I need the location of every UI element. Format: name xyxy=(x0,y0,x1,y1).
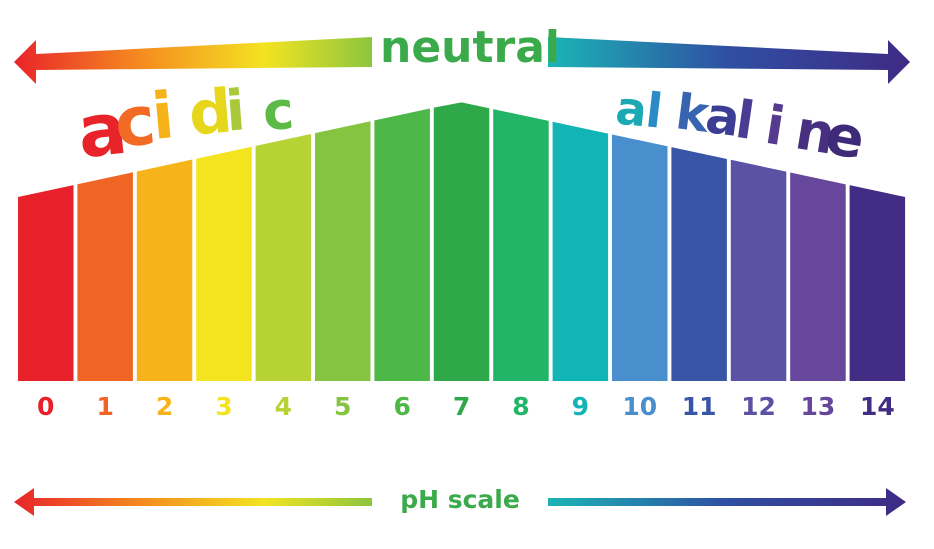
ph-bar-0 xyxy=(18,185,74,381)
ph-number-9: 9 xyxy=(571,392,590,421)
ph-number-7: 7 xyxy=(452,392,471,421)
neutral-label: neutral xyxy=(380,22,560,73)
ph-number-11: 11 xyxy=(681,392,717,421)
ph-bar-9 xyxy=(552,121,609,381)
ph-number-6: 6 xyxy=(393,392,411,421)
ph-bar-10 xyxy=(612,134,668,381)
ph-number-14: 14 xyxy=(859,392,895,421)
ph-bar-12 xyxy=(730,159,787,381)
ph-bar-8 xyxy=(493,109,549,381)
ph-number-5: 5 xyxy=(334,392,352,421)
ph-bar-2 xyxy=(136,159,193,381)
ph-number-13: 13 xyxy=(800,392,836,421)
ph-scale-label: pH scale xyxy=(400,485,520,514)
ph-bar-7 xyxy=(433,102,490,381)
ph-bars xyxy=(18,102,906,382)
ph-number-1: 1 xyxy=(96,392,114,421)
ph-bar-4 xyxy=(255,134,312,381)
ph-number-3: 3 xyxy=(215,392,233,421)
ph-bar-3 xyxy=(196,146,252,381)
ph-bar-6 xyxy=(374,108,430,382)
acidic-letter: c xyxy=(260,80,296,144)
top-arrow-right-half xyxy=(548,37,910,84)
ph-number-2: 2 xyxy=(155,392,174,421)
ph-number-0: 0 xyxy=(37,392,55,421)
bottom-arrow-right-half xyxy=(548,488,906,516)
ph-number-10: 10 xyxy=(622,392,658,421)
ph-bar-13 xyxy=(790,172,846,381)
ph-bar-5 xyxy=(315,121,371,382)
ph-bar-1 xyxy=(77,172,133,381)
ph-bar-11 xyxy=(671,147,727,381)
top-arrow-left-half xyxy=(14,37,372,84)
ph-number-12: 12 xyxy=(741,392,776,421)
ph-number-4: 4 xyxy=(274,392,293,421)
ph-bar-14 xyxy=(849,185,906,381)
bottom-arrow-left-half xyxy=(14,488,372,516)
ph-number-8: 8 xyxy=(512,392,530,421)
